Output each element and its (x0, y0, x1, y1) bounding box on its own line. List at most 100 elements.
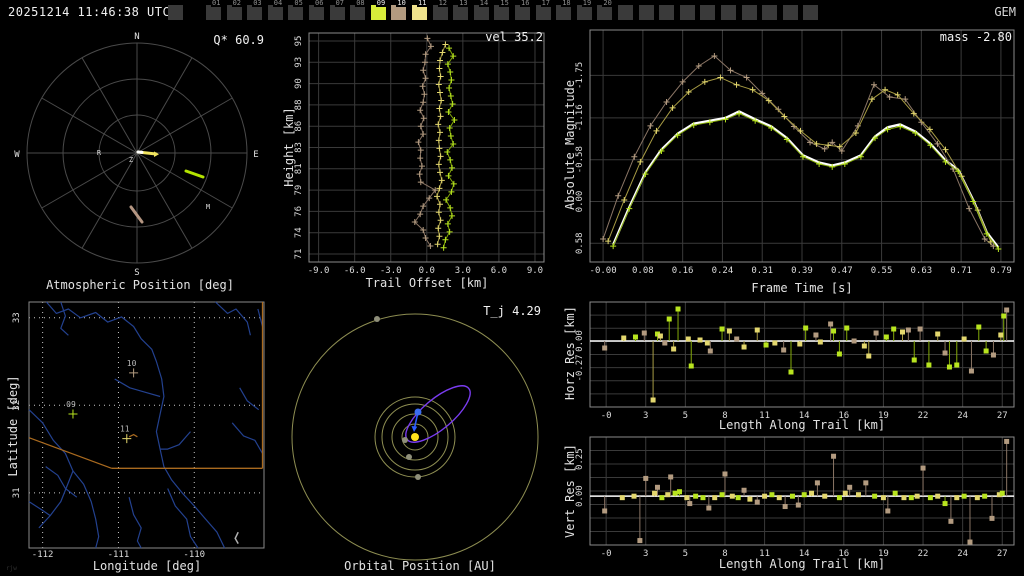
magnitude-series-white-underlay (613, 111, 998, 247)
svg-text:W: W (14, 150, 20, 160)
map-frame (29, 302, 264, 548)
station-markers: 091011 (66, 359, 138, 443)
svg-text:0.58: 0.58 (575, 232, 585, 254)
frame-box-16[interactable] (515, 5, 530, 20)
frame-label-17: 17 (541, 0, 551, 7)
frame-label-09: 09 (376, 0, 386, 7)
frame-box-06[interactable] (309, 5, 324, 20)
planet-earth (415, 409, 422, 416)
frame-box-04[interactable] (268, 5, 283, 20)
svg-text:0.79: 0.79 (990, 266, 1012, 276)
ground-track-map: -112-111-110313233091011 (0, 300, 280, 576)
vert-length-xlabel: Length Along Trail [km] (662, 557, 942, 571)
latitude-ylabel: Latitude [deg] (6, 361, 20, 491)
trail_offset-series-tan (412, 35, 438, 249)
svg-text:27: 27 (997, 411, 1008, 421)
frame-label-19: 19 (582, 0, 592, 7)
frame-label-05: 05 (293, 0, 303, 7)
svg-text:0.47: 0.47 (831, 266, 853, 276)
frame-box-u21[interactable] (618, 5, 633, 20)
vert_res-points (602, 439, 1009, 545)
frame-box-15[interactable] (494, 5, 509, 20)
absolute-magnitude-ylabel: Absolute Magnitude (563, 70, 577, 220)
horizontal-residuals-plot: -0358111416192224270.00-0.27 (560, 294, 1024, 436)
horz_res-grid (590, 302, 1014, 407)
frame-label-04: 04 (273, 0, 283, 7)
frame-box-u29[interactable] (783, 5, 798, 20)
frame-box-14[interactable] (474, 5, 489, 20)
svg-text:0.0: 0.0 (419, 266, 435, 276)
frame-box-11[interactable] (412, 5, 427, 20)
svg-text:-0.00: -0.00 (590, 266, 617, 276)
frame-box-12[interactable] (433, 5, 448, 20)
frame-label-01: 01 (211, 0, 221, 7)
top-bar: 20251214 11:46:38 UTC 010203040506070809… (0, 0, 1024, 25)
utc-clock: 20251214 11:46:38 UTC (8, 5, 170, 19)
frame-box-20[interactable] (597, 5, 612, 20)
svg-text:-9.0: -9.0 (308, 266, 330, 276)
frame-label-20: 20 (602, 0, 612, 7)
svg-text:24: 24 (957, 411, 968, 421)
sun (411, 433, 419, 441)
svg-text:0.63: 0.63 (911, 266, 933, 276)
svg-text:09: 09 (66, 400, 76, 409)
frame-label-10: 10 (396, 0, 406, 7)
frame-box-u22[interactable] (639, 5, 654, 20)
map-glyph (235, 532, 238, 543)
light-curve-plot: -0.000.080.160.240.310.390.470.550.630.7… (560, 25, 1024, 300)
shower-code-label: GEM (994, 5, 1016, 19)
frame-box-01[interactable] (206, 5, 221, 20)
svg-text:0.31: 0.31 (751, 266, 773, 276)
trail-offset-xlabel: Trail Offset [km] (287, 276, 567, 290)
svg-text:71: 71 (294, 249, 304, 260)
frame-label-16: 16 (520, 0, 530, 7)
frame-box-u25[interactable] (700, 5, 715, 20)
frame-box-10[interactable] (391, 5, 406, 20)
frame-box-18[interactable] (556, 5, 571, 20)
frame-box-17[interactable] (536, 5, 551, 20)
svg-text:-6.0: -6.0 (344, 266, 366, 276)
height-ylabel: Height [km] (282, 87, 296, 207)
frame-box-09[interactable] (371, 5, 386, 20)
orbital-position-plot (280, 300, 560, 576)
frame-label-02: 02 (232, 0, 242, 7)
svg-text:9.0: 9.0 (527, 266, 543, 276)
frame-box-02[interactable] (227, 5, 242, 20)
frame-label-12: 12 (438, 0, 448, 7)
meteor-observation-dashboard: 20251214 11:46:38 UTC 010203040506070809… (0, 0, 1024, 576)
svg-text:-3.0: -3.0 (380, 266, 402, 276)
frame-box-u23[interactable] (659, 5, 674, 20)
frame-box-05[interactable] (288, 5, 303, 20)
map-tick-labels: -112-111-110313233 (12, 312, 205, 560)
svg-text:Z: Z (129, 156, 133, 164)
trail_offset-tick-labels: -9.0-6.0-3.00.03.06.09.07174767981838688… (294, 36, 543, 276)
frame-box-u27[interactable] (742, 5, 757, 20)
horz-res-ylabel: Horz Res [km] (563, 293, 577, 413)
frame-box-u24[interactable] (680, 5, 695, 20)
planet-mars (415, 474, 421, 480)
svg-text:95: 95 (294, 36, 304, 47)
frame-box-u28[interactable] (762, 5, 777, 20)
trail-offset-plot: -9.0-6.0-3.00.03.06.09.07174767981838688… (280, 25, 560, 300)
watermark: rjw (6, 565, 17, 572)
frame-box-08[interactable] (350, 5, 365, 20)
frame-box-u0[interactable] (168, 5, 183, 20)
map-rivers (29, 302, 263, 548)
vert-res-ylabel: Vert Res [km] (563, 431, 577, 551)
trail_offset-series-yellow (434, 42, 448, 248)
svg-text:0.39: 0.39 (791, 266, 813, 276)
frame-box-u26[interactable] (721, 5, 736, 20)
planet-jupiter (374, 316, 380, 322)
frame-box-07[interactable] (330, 5, 345, 20)
svg-text:M: M (206, 203, 210, 211)
frame-box-19[interactable] (577, 5, 592, 20)
frame-label-15: 15 (499, 0, 509, 7)
frame-box-03[interactable] (247, 5, 262, 20)
svg-text:0.55: 0.55 (871, 266, 893, 276)
frame-box-13[interactable] (453, 5, 468, 20)
svg-text:11: 11 (120, 425, 130, 434)
frame-box-u30[interactable] (803, 5, 818, 20)
svg-text:3.0: 3.0 (455, 266, 471, 276)
svg-text:0.71: 0.71 (950, 266, 972, 276)
trail_offset-grid (309, 33, 544, 262)
